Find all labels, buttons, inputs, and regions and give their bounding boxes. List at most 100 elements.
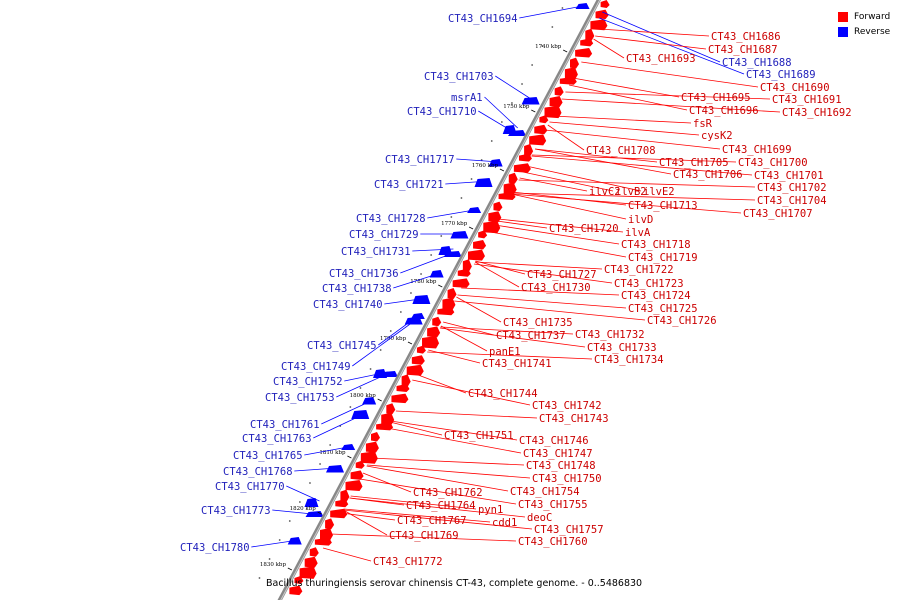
forward-gene-block <box>478 230 488 239</box>
forward-gene-block <box>585 28 595 42</box>
label-leader-line <box>496 220 548 229</box>
forward-gene-label: ilvE2 <box>643 186 675 198</box>
track-dot <box>541 45 544 47</box>
forward-gene-label: CT43_CH1691 <box>772 94 842 106</box>
kbp-tick-label: 1750 kbp <box>503 104 530 110</box>
label-leader-line <box>547 124 585 151</box>
reverse-gene-label: msrA1 <box>451 92 483 104</box>
forward-gene-block <box>447 288 457 299</box>
forward-gene-block <box>360 451 378 464</box>
kbp-tick-mark <box>347 455 352 459</box>
label-leader-line <box>490 231 627 258</box>
label-leader-line <box>336 373 388 398</box>
label-leader-line <box>565 91 771 100</box>
forward-gene-block <box>524 144 534 157</box>
label-leader-line <box>384 297 428 305</box>
reverse-gene-label: CT43_CH1729 <box>349 229 419 241</box>
label-leader-line <box>370 457 525 466</box>
forward-gene-block <box>529 134 547 146</box>
forward-gene-label: CT43_CH1732 <box>575 329 645 341</box>
genome-backbone <box>277 0 601 600</box>
forward-gene-block <box>508 172 518 184</box>
label-leader-line <box>456 158 500 163</box>
legend-reverse-label: Reverse <box>854 26 891 37</box>
kbp-tick-label: 1820 kbp <box>290 506 317 512</box>
label-leader-line <box>366 465 509 492</box>
kbp-tick-mark <box>377 398 382 402</box>
track-dot <box>389 330 392 332</box>
label-leader-line <box>461 287 620 296</box>
kbp-tick-label: 1800 kbp <box>350 393 377 399</box>
label-leader-line <box>322 547 372 562</box>
forward-gene-label: CT43_CH1724 <box>621 290 691 302</box>
forward-gene-block <box>452 278 470 288</box>
forward-gene-label: CT43_CH1720 <box>549 223 619 235</box>
forward-gene-block <box>442 297 456 311</box>
label-leader-line <box>343 509 388 536</box>
label-leader-line <box>511 193 627 220</box>
forward-gene-block <box>319 528 333 541</box>
label-leader-line <box>359 478 517 505</box>
forward-gene-label: CT43_CH1690 <box>760 82 830 94</box>
reverse-gene-label: CT43_CH1736 <box>329 268 399 280</box>
legend-reverse: Reverse <box>838 24 890 39</box>
reverse-gene-block <box>450 231 469 239</box>
forward-gene-block <box>355 460 365 469</box>
forward-gene-block <box>473 240 487 250</box>
forward-gene-block <box>432 316 442 327</box>
forward-gene-label: CT43_CH1746 <box>519 435 589 447</box>
reverse-gene-block <box>304 498 319 507</box>
forward-gene-label: cysK2 <box>701 130 733 142</box>
forward-gene-label: CT43_CH1701 <box>754 170 824 182</box>
forward-gene-label: CT43_CH1708 <box>586 145 656 157</box>
label-leader-line <box>367 464 531 479</box>
forward-gene-block <box>559 76 577 85</box>
track-dot <box>450 216 453 218</box>
track-dot <box>258 577 261 579</box>
forward-gene-block <box>539 115 549 124</box>
label-leader-line <box>519 177 588 192</box>
reverse-gene-label: CT43_CH1761 <box>250 419 320 431</box>
forward-gene-label: CT43_CH1764 <box>406 500 476 512</box>
kbp-tick-mark <box>531 109 536 113</box>
kbp-tick-label: 1830 kbp <box>260 562 287 568</box>
reverse-gene-label: CT43_CH1763 <box>242 433 312 445</box>
track-dot <box>268 558 271 560</box>
forward-gene-label: ilvB2 <box>615 186 647 198</box>
reverse-strand-gene-label: CT43_CH1689 <box>746 69 816 81</box>
track-dot <box>329 444 332 446</box>
forward-gene-block <box>325 518 335 530</box>
label-leader-line <box>522 171 614 192</box>
forward-gene-block <box>335 499 349 508</box>
track-dot <box>521 83 523 85</box>
reverse-gene-label: CT43_CH1694 <box>448 13 518 25</box>
forward-gene-block <box>289 585 303 596</box>
reverse-swatch <box>838 26 848 37</box>
forward-gene-label: CT43_CH1705 <box>659 157 729 169</box>
gene-block-layer <box>258 0 610 596</box>
forward-gene-block <box>416 345 426 354</box>
legend-forward: Forward <box>838 9 890 24</box>
forward-gene-block <box>590 19 608 31</box>
forward-gene-block <box>406 364 424 376</box>
track-dot <box>410 292 412 294</box>
label-leader-line <box>330 533 517 542</box>
label-leader-line <box>531 154 737 163</box>
forward-gene-label: CT43_CH1757 <box>534 524 604 536</box>
forward-gene-block <box>564 67 578 80</box>
label-leader-line <box>395 410 538 419</box>
forward-gene-block <box>457 268 471 277</box>
reverse-gene-label: CT43_CH1738 <box>322 283 392 295</box>
reverse-gene-label: CT43_CH1749 <box>281 361 351 373</box>
forward-gene-block <box>396 384 410 392</box>
label-leader-line <box>598 28 710 37</box>
forward-gene-label: CT43_CH1772 <box>373 556 443 568</box>
label-leader-line <box>321 399 374 425</box>
forward-gene-label: CT43_CH1734 <box>594 354 664 366</box>
reverse-gene-block <box>488 159 503 167</box>
kbp-tick-mark <box>468 226 474 230</box>
forward-gene-label: CT43_CH1750 <box>532 473 602 485</box>
forward-gene-block <box>411 355 425 365</box>
track-dot <box>561 7 564 9</box>
label-leader-line <box>525 165 642 192</box>
